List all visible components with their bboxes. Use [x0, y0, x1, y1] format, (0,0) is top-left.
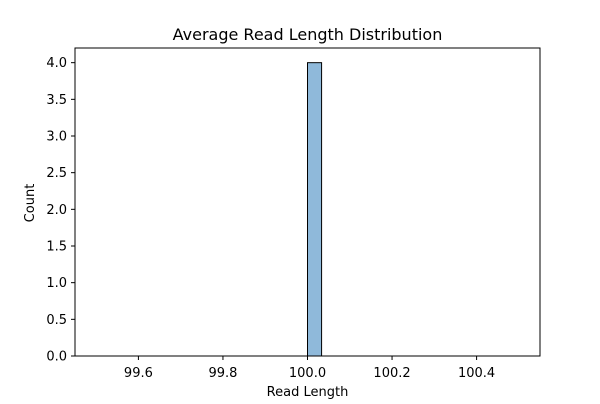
- y-tick-label: 4.0: [46, 56, 67, 71]
- y-tick-label: 0.0: [46, 350, 67, 365]
- y-tick-label: 0.5: [46, 313, 67, 328]
- x-tick-label: 100.2: [373, 366, 410, 381]
- y-tick-label: 3.5: [46, 93, 67, 108]
- y-tick-label: 1.5: [46, 240, 67, 255]
- y-tick-label: 3.0: [46, 130, 67, 145]
- chart-title: Average Read Length Distribution: [173, 25, 443, 44]
- y-tick-label: 1.0: [46, 276, 67, 291]
- y-axis-ticks: 0.0 0.5 1.0 1.5 2.0 2.5 3.0 3.5 4.0: [46, 56, 75, 365]
- x-tick-label: 100.0: [289, 366, 326, 381]
- histogram-bar: [307, 62, 323, 357]
- x-tick-label: 99.6: [124, 366, 153, 381]
- plot-frame: [74, 47, 541, 357]
- y-tick-label: 2.0: [46, 203, 67, 218]
- bars-layer: [307, 62, 323, 357]
- y-axis-label: Count: [23, 184, 38, 223]
- x-axis-label: Read Length: [267, 385, 349, 400]
- y-tick-label: 2.5: [46, 166, 67, 181]
- x-tick-label: 100.4: [458, 366, 495, 381]
- x-axis-ticks: 99.6 99.8 100.0 100.2 100.4: [124, 356, 495, 381]
- x-tick-label: 99.8: [208, 366, 237, 381]
